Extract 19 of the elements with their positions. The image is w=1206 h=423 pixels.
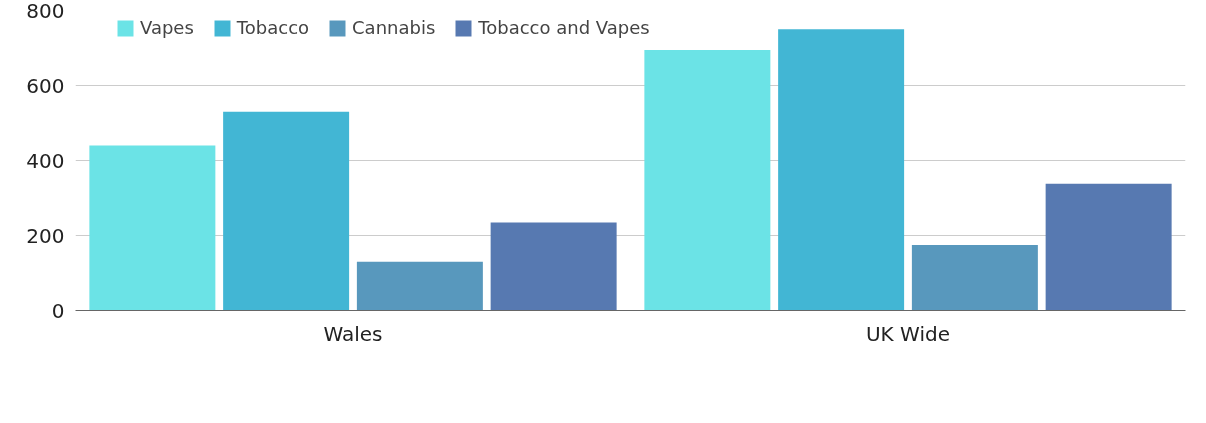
bar (911, 244, 1038, 311)
y-tick-label: 400 (26, 148, 65, 173)
legend-label: Vapes (140, 17, 194, 38)
bar (644, 49, 771, 311)
bar (356, 261, 483, 311)
bar (778, 29, 905, 311)
legend-label: Tobacco and Vapes (478, 17, 650, 38)
y-tick-label: 800 (26, 0, 65, 23)
x-tick-label: Wales (323, 321, 383, 346)
bar (89, 145, 216, 311)
y-tick-label: 0 (51, 298, 65, 323)
x-tick-label: UK Wide (866, 321, 951, 346)
bar (490, 222, 617, 311)
y-tick-label: 600 (26, 73, 65, 98)
bar (1045, 183, 1172, 311)
y-tick-label: 200 (26, 223, 65, 248)
bar (223, 111, 350, 311)
legend-label: Cannabis (352, 17, 436, 38)
legend-label: Tobacco (236, 17, 310, 38)
